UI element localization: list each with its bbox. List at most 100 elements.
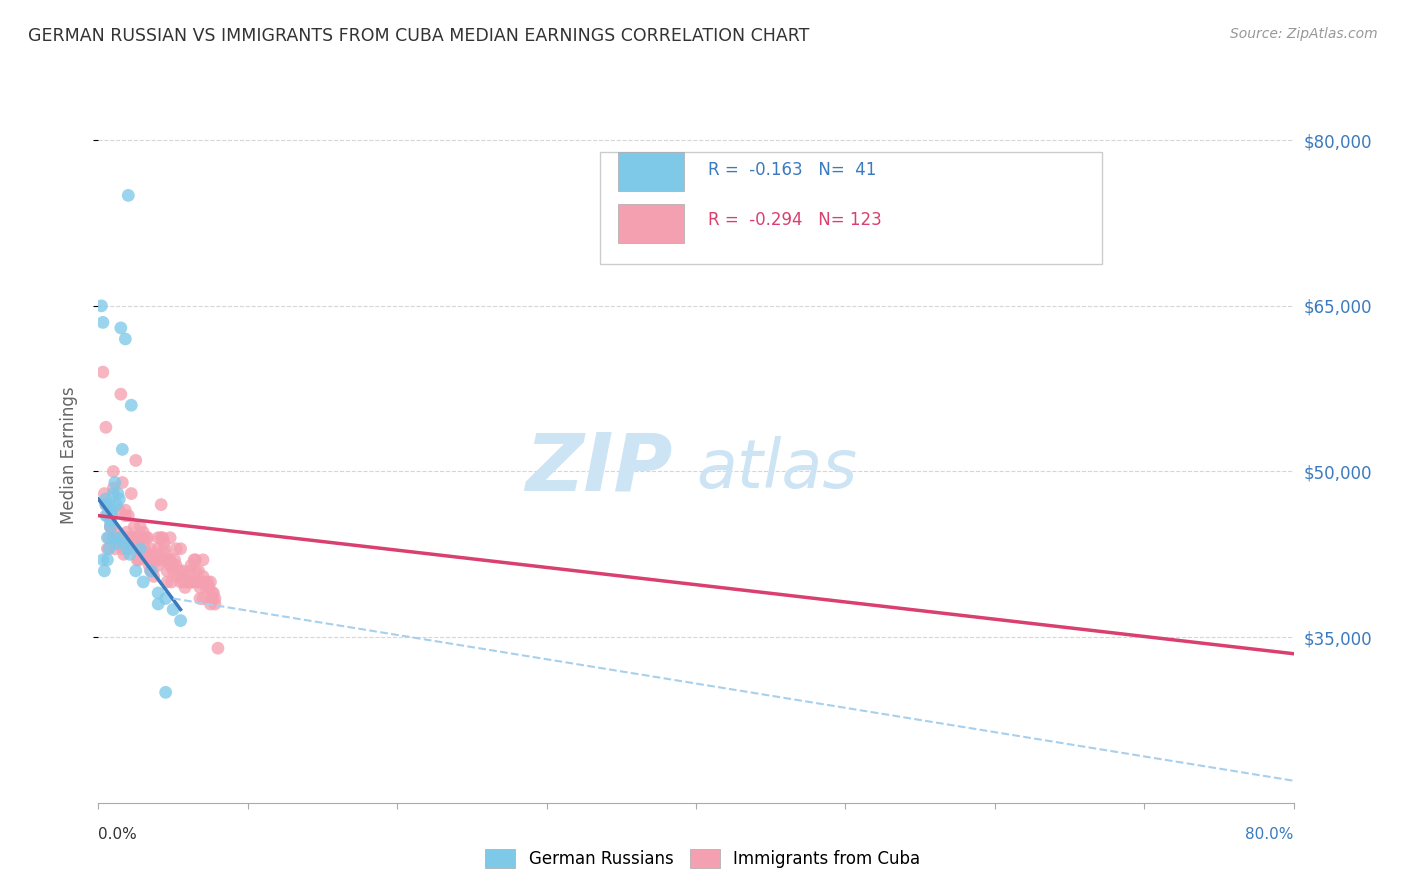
Point [177, 574, 200, 589]
Point [198, 581, 221, 595]
FancyBboxPatch shape [600, 153, 1102, 263]
Point [141, 553, 163, 567]
FancyBboxPatch shape [619, 153, 685, 191]
Point [125, 453, 148, 467]
Point [148, 531, 170, 545]
Point [105, 525, 128, 540]
Point [120, 486, 142, 500]
Point [195, 581, 218, 595]
Point [188, 581, 211, 595]
Point [172, 564, 194, 578]
Point [117, 508, 139, 523]
Point [163, 553, 186, 567]
Point [141, 564, 163, 578]
Point [111, 536, 134, 550]
Point [132, 525, 155, 540]
Point [165, 541, 187, 556]
Point [111, 541, 134, 556]
Point [103, 481, 125, 495]
Point [201, 591, 224, 606]
Point [150, 531, 173, 545]
Point [201, 591, 224, 606]
Point [112, 536, 135, 550]
Point [180, 558, 202, 573]
Point [100, 519, 122, 533]
Point [96, 553, 118, 567]
Point [143, 553, 166, 567]
Point [162, 564, 184, 578]
Point [120, 541, 142, 556]
Point [204, 591, 226, 606]
Point [120, 398, 142, 412]
Point [94, 498, 117, 512]
Point [160, 574, 183, 589]
FancyBboxPatch shape [619, 204, 685, 243]
Point [135, 531, 157, 545]
Point [191, 553, 214, 567]
Point [110, 531, 132, 545]
Point [114, 508, 136, 523]
Point [135, 547, 157, 561]
Point [200, 597, 222, 611]
Point [159, 558, 181, 573]
Point [180, 574, 202, 589]
Point [104, 475, 127, 490]
Point [159, 531, 181, 545]
Point [94, 498, 117, 512]
Point [179, 564, 201, 578]
Point [125, 531, 148, 545]
Point [139, 541, 162, 556]
Point [157, 553, 180, 567]
Point [101, 508, 124, 523]
Point [115, 541, 138, 556]
Point [96, 531, 118, 545]
Point [159, 553, 181, 567]
Legend: German Russians, Immigrants from Cuba: German Russians, Immigrants from Cuba [478, 842, 928, 875]
Point [100, 519, 122, 533]
Point [174, 569, 197, 583]
Point [153, 536, 176, 550]
Point [165, 558, 187, 573]
Point [197, 574, 219, 589]
Point [173, 574, 195, 589]
Point [132, 574, 155, 589]
Point [131, 531, 153, 545]
Text: R =  -0.163   N=  41: R = -0.163 N= 41 [709, 161, 876, 178]
Point [94, 420, 117, 434]
Text: 0.0%: 0.0% [98, 827, 138, 841]
Point [143, 553, 166, 567]
Point [93, 486, 115, 500]
Point [156, 564, 179, 578]
Point [139, 564, 162, 578]
Point [177, 574, 200, 589]
Point [191, 591, 214, 606]
Point [148, 541, 170, 556]
Point [105, 531, 128, 545]
Point [142, 569, 165, 583]
Point [129, 541, 152, 556]
Point [125, 564, 148, 578]
Text: R =  -0.294   N= 123: R = -0.294 N= 123 [709, 211, 882, 229]
Point [139, 564, 162, 578]
Point [169, 614, 191, 628]
Point [114, 332, 136, 346]
Point [186, 574, 208, 589]
Point [162, 558, 184, 573]
Point [117, 188, 139, 202]
Point [128, 553, 150, 567]
Point [97, 531, 120, 545]
Point [166, 569, 188, 583]
Point [149, 553, 172, 567]
Point [184, 553, 207, 567]
Point [110, 536, 132, 550]
Point [181, 574, 204, 589]
Point [155, 685, 177, 699]
Point [207, 641, 229, 656]
Point [118, 536, 141, 550]
Point [114, 503, 136, 517]
Point [127, 536, 149, 550]
Point [118, 547, 141, 561]
Point [112, 547, 135, 561]
Point [200, 574, 222, 589]
Point [193, 574, 215, 589]
